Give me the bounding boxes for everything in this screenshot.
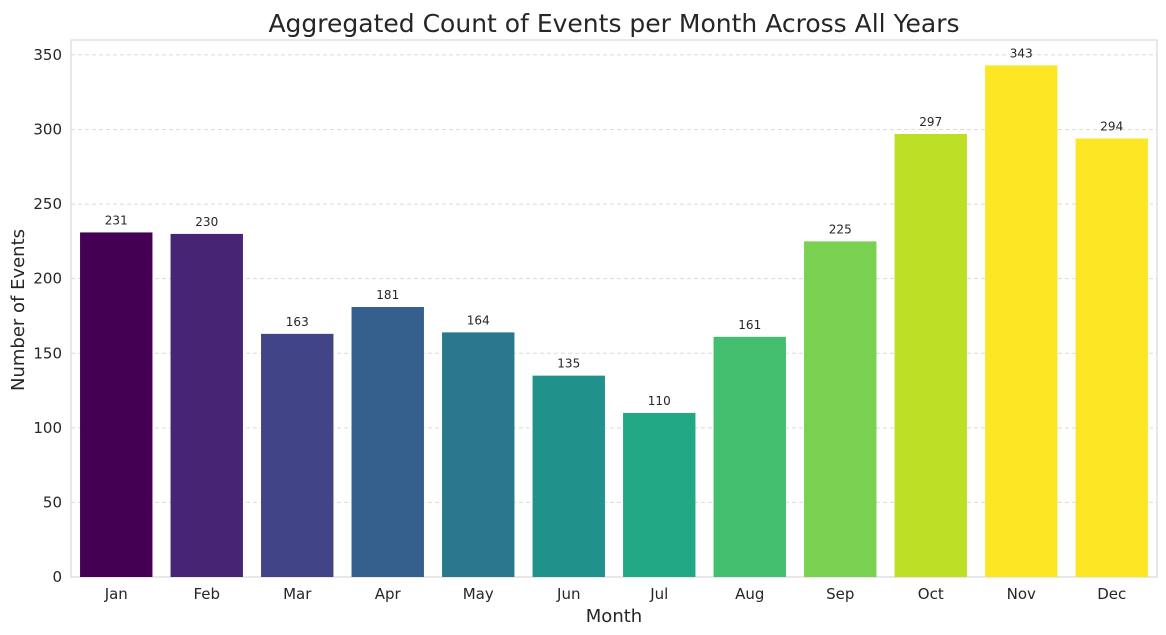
x-tick-label: Oct (918, 585, 944, 603)
bar-may (442, 332, 515, 577)
x-tick-label: Aug (735, 585, 764, 603)
bar-value-label: 231 (105, 213, 128, 227)
gridlines (71, 54, 1157, 578)
x-tick-label: Jul (649, 585, 668, 603)
y-axis-label: Number of Events (8, 229, 29, 391)
bar-value-labels: 231 230 163 181 164 135 110 161 225 297 343 294 (105, 46, 1123, 408)
y-tick-label: 0 (52, 568, 62, 586)
bar-jul (623, 412, 696, 577)
bar-value-label: 294 (1100, 119, 1123, 133)
bar-value-label: 343 (1010, 46, 1033, 60)
x-tick-label: Feb (193, 585, 220, 603)
bars (80, 65, 1148, 578)
bar-nov (985, 65, 1058, 577)
bar-aug (713, 336, 786, 577)
y-axis-ticks: 0 50 100 150 200 250 300 350 (33, 46, 62, 586)
x-tick-label: Sep (826, 585, 854, 603)
bar-value-label: 110 (648, 394, 671, 408)
bar-oct (894, 133, 967, 577)
bar-dec (1075, 138, 1148, 577)
y-tick-label: 200 (33, 270, 62, 288)
y-tick-label: 350 (33, 46, 62, 64)
plot-area-frame (70, 39, 1158, 578)
bar-value-label: 161 (738, 318, 761, 332)
y-tick-label: 150 (33, 344, 62, 362)
y-tick-label: 100 (33, 419, 62, 437)
x-tick-label: Nov (1007, 585, 1036, 603)
y-tick-label: 50 (43, 493, 62, 511)
bar-value-label: 135 (557, 357, 580, 371)
bar-jun (532, 375, 605, 577)
bar-apr (351, 307, 424, 577)
y-tick-label: 250 (33, 195, 62, 213)
y-tick-label: 300 (33, 121, 62, 139)
x-tick-label: Apr (375, 585, 402, 603)
x-tick-label: Jan (104, 585, 128, 603)
x-axis-ticks: Jan Feb Mar Apr May Jun Jul Aug Sep Oct Nov Dec (104, 585, 1127, 603)
x-tick-label: Mar (283, 585, 312, 603)
x-axis-label: Month (586, 606, 642, 627)
x-tick-label: Jun (556, 585, 580, 603)
bar-mar (261, 333, 334, 577)
chart-title: Aggregated Count of Events per Month Acr… (268, 9, 959, 38)
bar-value-label: 181 (376, 288, 399, 302)
x-tick-label: May (463, 585, 494, 603)
x-tick-label: Dec (1097, 585, 1126, 603)
bar-value-label: 297 (919, 115, 942, 129)
bar-value-label: 164 (467, 313, 490, 327)
bar-value-label: 225 (829, 222, 852, 236)
bar-sep (804, 241, 877, 577)
bar-jan (80, 232, 153, 578)
bar-value-label: 230 (195, 215, 218, 229)
bar-feb (170, 233, 243, 577)
bar-value-label: 163 (286, 315, 309, 329)
